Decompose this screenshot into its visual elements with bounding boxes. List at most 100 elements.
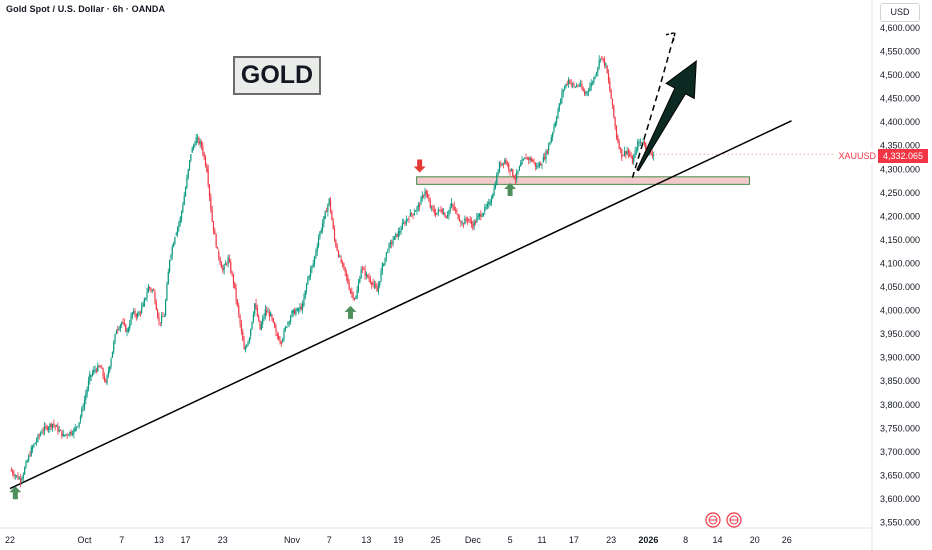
candle-body	[186, 177, 188, 189]
candle-body	[360, 269, 362, 279]
candle-body	[469, 220, 471, 222]
candle-body	[157, 309, 159, 318]
candle-body	[332, 219, 334, 229]
gold-text-label: GOLD	[233, 56, 321, 95]
candle-body	[319, 232, 321, 238]
candle-body	[552, 132, 554, 138]
candle-body	[613, 105, 615, 118]
candle-body	[496, 174, 498, 185]
candle-body	[228, 258, 231, 263]
event-flag-icon[interactable]	[705, 512, 721, 528]
candle-body	[287, 322, 289, 325]
candle-body	[339, 256, 341, 257]
candle-body	[373, 284, 376, 286]
candle-body	[492, 194, 494, 199]
candle-body	[473, 221, 475, 226]
candle-body	[566, 83, 568, 85]
candle-body	[453, 206, 455, 210]
candle-body	[147, 286, 149, 293]
candle-body	[622, 155, 624, 156]
candle-body	[138, 312, 140, 316]
candle-body	[415, 211, 417, 212]
candle-body	[371, 282, 373, 286]
candle-body	[202, 145, 204, 154]
candle-body	[457, 214, 459, 219]
x-tick-label: 2026	[638, 535, 658, 545]
candle-body	[581, 84, 583, 89]
candle-body	[75, 426, 78, 428]
candle-body	[41, 432, 43, 434]
candle-body	[325, 211, 328, 213]
y-tick-label: 4,150.000	[880, 235, 920, 245]
currency-button[interactable]: USD	[880, 3, 920, 22]
candle-body	[546, 150, 548, 154]
event-flag-icon[interactable]	[726, 512, 742, 528]
candle-body	[90, 375, 92, 377]
candle-body	[361, 268, 364, 269]
candle-body	[243, 340, 245, 349]
candle-body	[429, 201, 431, 208]
candle-body	[20, 478, 22, 483]
candle-body	[416, 207, 418, 212]
candle-body	[364, 269, 366, 276]
candle-body	[435, 213, 437, 217]
candle-body	[468, 218, 470, 221]
candle-body	[575, 85, 578, 87]
candle-body	[388, 244, 390, 250]
candle-body	[247, 341, 249, 346]
candle-body	[251, 321, 253, 330]
candle-body	[167, 271, 169, 285]
candle-body	[509, 169, 511, 172]
candle-body	[470, 220, 473, 225]
candle-body	[618, 142, 620, 149]
candle-body	[226, 263, 228, 265]
candle-body	[256, 308, 258, 317]
candle-body	[109, 366, 111, 372]
candle-body	[313, 256, 316, 264]
candle-body	[98, 365, 100, 367]
candle-body	[413, 213, 415, 216]
candle-body	[630, 156, 632, 158]
candle-body	[290, 316, 292, 322]
candle-body	[489, 202, 491, 205]
candle-body	[438, 209, 441, 211]
candle-body	[115, 330, 117, 335]
candle-body	[220, 263, 223, 269]
candle-body	[161, 316, 163, 323]
candles-layer	[10, 55, 655, 488]
candle-body	[294, 309, 296, 315]
candle-body	[403, 222, 405, 224]
candle-body	[179, 217, 181, 224]
candle-body	[307, 277, 309, 285]
candle-body	[155, 302, 157, 310]
candle-body	[190, 154, 192, 161]
candle-body	[344, 267, 346, 272]
candle-body	[349, 289, 352, 293]
candle-body	[175, 233, 177, 236]
candle-body	[240, 323, 243, 332]
y-tick-label: 3,900.000	[880, 353, 920, 363]
candle-body	[635, 150, 638, 152]
candle-body	[300, 306, 302, 310]
candle-body	[125, 324, 127, 332]
candle-body	[553, 126, 555, 132]
candle-body	[183, 196, 185, 205]
candle-body	[26, 460, 28, 463]
candle-body	[276, 334, 278, 337]
candle-body	[621, 148, 623, 158]
candle-body	[117, 329, 119, 331]
candle-body	[611, 98, 614, 106]
candle-body	[534, 162, 536, 167]
candle-body	[395, 233, 397, 237]
candle-body	[587, 90, 590, 92]
candle-body	[172, 243, 175, 247]
x-tick-label: 7	[327, 535, 332, 545]
economic-events[interactable]	[702, 512, 744, 528]
candle-body	[296, 308, 298, 311]
candle-body	[589, 87, 591, 91]
candle-body	[653, 155, 655, 156]
candle-body	[343, 263, 345, 268]
candle-body	[54, 425, 56, 427]
candle-body	[627, 150, 630, 154]
